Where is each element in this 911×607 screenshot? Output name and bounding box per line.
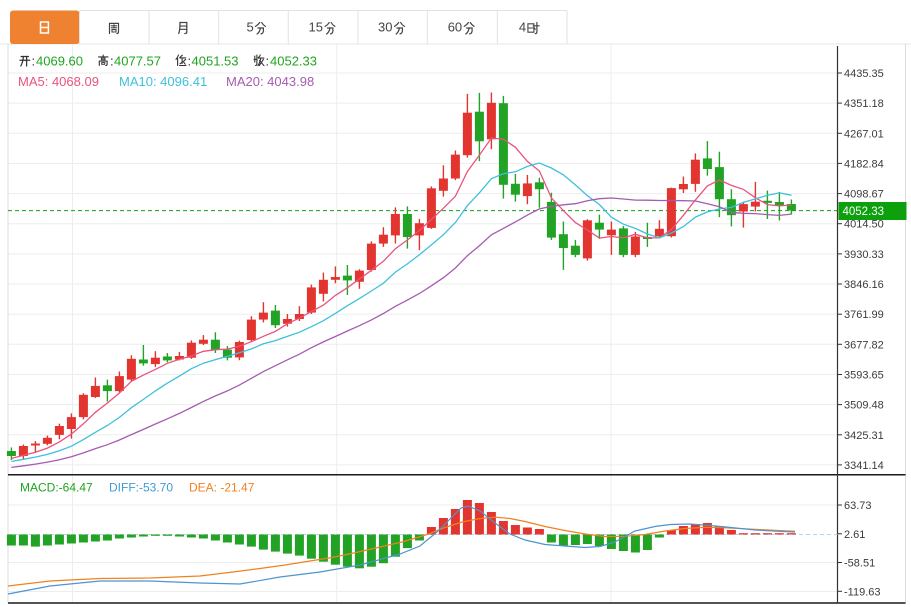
svg-text:4052.33: 4052.33 bbox=[843, 206, 885, 218]
svg-text:63.73: 63.73 bbox=[844, 500, 872, 512]
svg-text:-119.63: -119.63 bbox=[844, 586, 881, 598]
svg-text::: : bbox=[32, 54, 36, 69]
svg-text::: : bbox=[110, 54, 114, 69]
svg-text:4351.18: 4351.18 bbox=[844, 98, 884, 110]
svg-text:2.61: 2.61 bbox=[844, 529, 865, 541]
svg-text:3593.65: 3593.65 bbox=[844, 370, 884, 382]
svg-text:15: 15 bbox=[309, 20, 323, 35]
svg-text:DEA: -21.47: DEA: -21.47 bbox=[189, 480, 255, 494]
svg-text:30: 30 bbox=[378, 20, 392, 35]
svg-text:3761.99: 3761.99 bbox=[844, 309, 884, 321]
svg-text::: : bbox=[266, 54, 270, 69]
svg-text:-58.51: -58.51 bbox=[844, 558, 875, 570]
svg-text:MA20: 4043.98: MA20: 4043.98 bbox=[226, 74, 314, 89]
svg-text:4098.67: 4098.67 bbox=[844, 189, 884, 201]
svg-text:4051.53: 4051.53 bbox=[192, 54, 239, 69]
svg-text::: : bbox=[188, 54, 192, 69]
svg-text:MA5: 4068.09: MA5: 4068.09 bbox=[18, 74, 99, 89]
svg-text:3846.16: 3846.16 bbox=[844, 279, 884, 291]
svg-text:3677.82: 3677.82 bbox=[844, 339, 884, 351]
svg-text:4069.60: 4069.60 bbox=[36, 54, 83, 69]
svg-text:4267.01: 4267.01 bbox=[844, 128, 884, 140]
svg-text:DIFF:-53.70: DIFF:-53.70 bbox=[109, 480, 173, 494]
svg-text:3341.14: 3341.14 bbox=[844, 460, 884, 472]
svg-text:5: 5 bbox=[247, 20, 254, 35]
svg-text:4014.50: 4014.50 bbox=[844, 219, 884, 231]
svg-text:4052.33: 4052.33 bbox=[270, 54, 317, 69]
svg-text:3930.33: 3930.33 bbox=[844, 249, 884, 261]
svg-text:60: 60 bbox=[448, 20, 462, 35]
svg-text:4077.57: 4077.57 bbox=[114, 54, 161, 69]
svg-text:4: 4 bbox=[519, 20, 526, 35]
svg-text:4435.35: 4435.35 bbox=[844, 68, 884, 80]
svg-text:3425.31: 3425.31 bbox=[844, 430, 884, 442]
svg-text:MA10: 4096.41: MA10: 4096.41 bbox=[119, 74, 207, 89]
svg-text:4182.84: 4182.84 bbox=[844, 158, 884, 170]
svg-text:3509.48: 3509.48 bbox=[844, 400, 884, 412]
svg-text:MACD:-64.47: MACD:-64.47 bbox=[20, 480, 93, 494]
